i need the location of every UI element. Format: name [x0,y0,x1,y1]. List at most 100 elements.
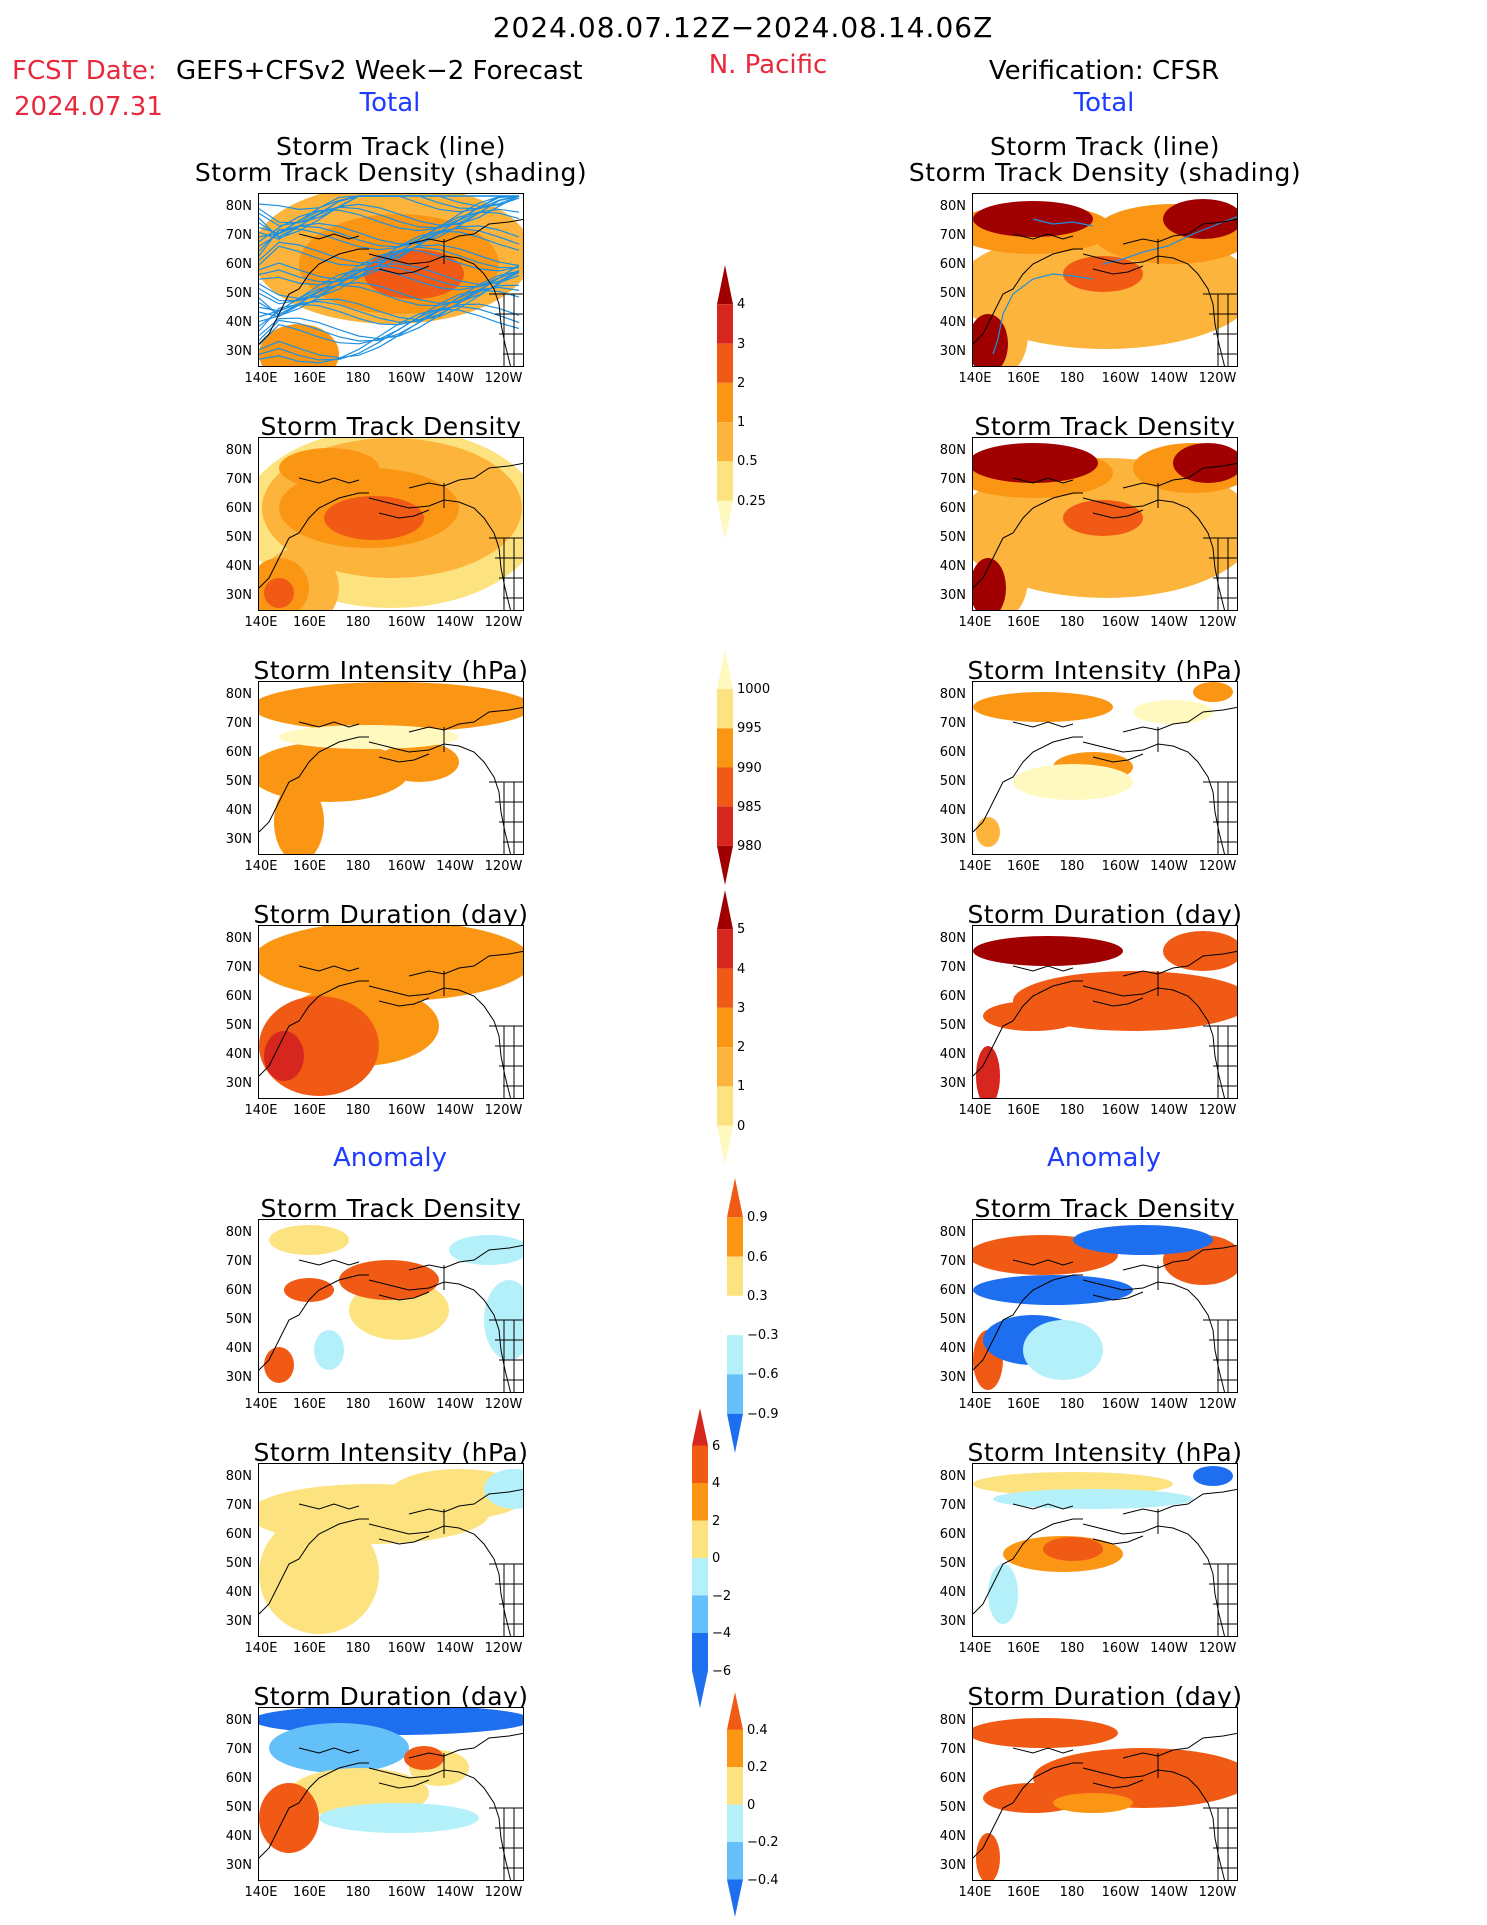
ver-density-lon-tick-2: 180 [1059,615,1085,630]
ver-intensity-shade-orange-0 [973,692,1113,722]
fc-density-coastline-4 [378,509,430,519]
fc-duration-lon-tick-0: 140E [244,1103,278,1118]
fcst-date-label: FCST Date: [12,56,157,86]
ver-anom-density-shade-blue_light-0 [1023,1320,1103,1380]
fc-anom-duration-map [258,1707,524,1881]
ver-duration-coastline-2 [1082,985,1226,1098]
fc-intensity-lat-tick-3: 50N [225,774,252,789]
ver-track-track-line-2 [992,273,1094,355]
fc-intensity-title-1: Storm Intensity (hPa) [253,656,529,685]
ver-intensity-lat-tick-0: 80N [939,687,966,702]
cb-anom-density-label-3: −0.3 [747,1328,779,1344]
ver-anom-density-lat-tick-5: 30N [939,1370,966,1385]
fc-duration-lat-tick-0: 80N [225,931,252,946]
fc-anom-density-coastline-1 [298,1259,360,1266]
ver-density-shade-red_orange-0 [1063,500,1143,536]
fc-track-track-line-13 [259,211,520,267]
ver-anom-duration-title-1: Storm Duration (day) [967,1682,1243,1711]
ver-anom-intensity-lat-tick-5: 30N [939,1614,966,1629]
cb-density-swatch-4 [717,422,733,462]
fc-track-track-line-10 [259,195,520,252]
fc-anom-duration-lon-tick-0: 140E [244,1885,278,1900]
ver-duration-coastline-0 [973,980,1083,1077]
fc-anom-density-lat-tick-0: 80N [225,1225,252,1240]
verification-label: Verification: CFSR [988,56,1220,86]
fc-track-coastline-0 [259,248,369,345]
fc-anom-density-shade-red_orange-0 [284,1278,334,1302]
cb-anom-duration-swatch-5 [727,1879,743,1917]
ver-track-shade-dark_red-1 [1163,199,1237,239]
fc-duration-lat-tick-3: 50N [225,1018,252,1033]
ver-density-coastline-1 [1012,477,1074,484]
fc-density-lat-tick-3: 50N [225,530,252,545]
cb-anom-intensity-swatch-1 [692,1445,708,1483]
cb-anom-intensity-swatch-2 [692,1483,708,1521]
cb-anom-density-swatch-3 [727,1295,743,1336]
ver-anom-duration-lon-tick-0: 140E [958,1885,992,1900]
fc-anom-duration-lon-tick-4: 140W [436,1885,474,1900]
fc-anom-duration-lat-tick-4: 40N [225,1829,252,1844]
ver-duration-coastline-4 [1092,997,1144,1007]
fc-anom-intensity-lat-tick-2: 60N [225,1527,252,1542]
ver-anom-density-coastline-0 [973,1274,1083,1371]
ver-anom-duration-shade-red_orange-0 [973,1718,1118,1748]
cb-density-swatch-2 [717,343,733,383]
fc-anom-density-lat-tick-5: 30N [225,1370,252,1385]
fc-anom-intensity-lon-tick-3: 160W [387,1641,426,1656]
fc-track-lon-tick-1: 160E [292,371,327,386]
fc-density-map [258,437,524,611]
cb-intensity-swatch-4 [717,806,733,846]
cb-density-label-5: 0.25 [737,493,766,509]
ver-intensity-lon-tick-5: 120W [1198,859,1237,874]
cb-intensity-swatch-0 [717,650,733,690]
fc-density-shade-orange-1 [279,448,379,488]
fc-track-lon-tick-2: 180 [345,371,371,386]
ver-duration-lon-tick-0: 140E [958,1103,992,1118]
fc-duration-title-1: Storm Duration (day) [253,900,529,929]
fc-anom-duration-lat-tick-3: 50N [225,1800,252,1815]
ver-track-lat-tick-5: 30N [939,344,966,359]
cb-duration-label-4: 1 [737,1079,746,1095]
ver-intensity-shade-yellow_light-0 [1013,764,1133,800]
cb-intensity-label-1: 995 [737,721,762,737]
ver-anom-density-lat-tick-1: 70N [939,1254,966,1269]
cb-anom-intensity-label-1: 4 [712,1476,721,1491]
section-total-left: Total [359,88,421,118]
ver-anom-density-lat-tick-2: 60N [939,1283,966,1298]
ver-anom-duration-coastline-6 [1203,1807,1237,1880]
ver-intensity-coastline-4 [1092,753,1144,763]
fc-anom-duration-lon-tick-3: 160W [387,1885,426,1900]
fc-anom-density-lon-tick-4: 140W [436,1397,474,1412]
ver-anom-density-coastline-3 [1122,1244,1237,1271]
ver-intensity-lon-tick-2: 180 [1059,859,1085,874]
fc-anom-intensity-shade-yellow-1 [259,1514,379,1634]
ver-intensity-lon-tick-3: 160W [1101,859,1140,874]
cb-anom-duration-label-0: 0.4 [747,1722,768,1738]
fc-density-shade-red_orange-0 [324,496,424,540]
fc-anom-intensity-map [258,1463,524,1637]
ver-anom-density-lat-tick-3: 50N [939,1312,966,1327]
fc-track-lon-tick-5: 120W [484,371,523,386]
ver-anom-density-lon-tick-3: 160W [1101,1397,1140,1412]
ver-anom-duration-lon-tick-1: 160E [1006,1885,1041,1900]
fc-duration-lat-tick-1: 70N [225,960,252,975]
ver-anom-intensity-coastline-1 [1012,1503,1074,1510]
ver-density-lat-tick-2: 60N [939,501,966,516]
fc-density-lat-tick-1: 70N [225,472,252,487]
ver-duration-map [972,925,1238,1099]
fc-density-lon-tick-1: 160E [292,615,327,630]
ver-duration-shade-red_orange-2 [1163,931,1237,971]
ver-anom-density-title-1: Storm Track Density [974,1194,1236,1223]
ver-duration-lon-tick-5: 120W [1198,1103,1237,1118]
ver-anom-intensity-lon-tick-4: 140W [1150,1641,1188,1656]
cb-density-label-2: 2 [737,375,746,391]
cb-anom-intensity-label-5: −4 [712,1626,732,1641]
fc-intensity-lat-tick-1: 70N [225,716,252,731]
fc-track-lat-tick-5: 30N [225,344,252,359]
fc-intensity-shade-orange-2 [379,742,459,782]
fc-track-track-line-18 [259,246,520,302]
ver-track-lon-tick-4: 140W [1150,371,1188,386]
cb-duration-swatch-5 [717,1086,733,1126]
ver-anom-density-lon-tick-0: 140E [958,1397,992,1412]
fc-track-track-line-33 [259,308,520,364]
